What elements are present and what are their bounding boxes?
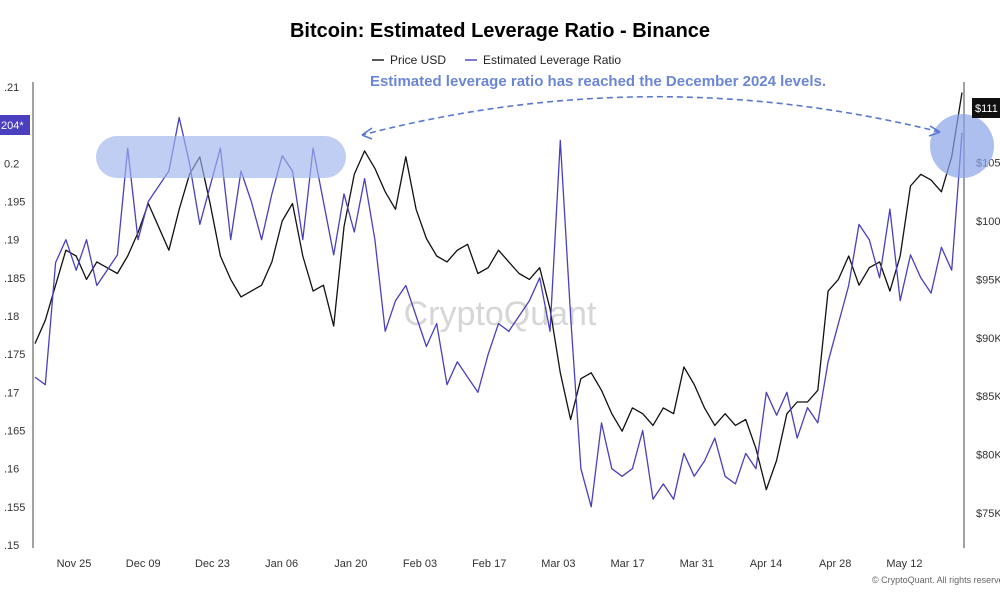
december-highlight-box: [96, 136, 346, 178]
annotation-arrowhead: [361, 127, 373, 140]
annotation: Estimated leverage ratio has reached the…: [361, 73, 941, 140]
left-current-badge: 204*: [0, 115, 30, 135]
x-tick-label: May 12: [886, 558, 922, 570]
x-tick-label: Dec 23: [195, 558, 230, 570]
left-tick-label: .17: [4, 387, 19, 399]
copyright: © CryptoQuant. All rights reserved: [872, 575, 1000, 585]
legend-label-price: Price USD: [390, 53, 446, 67]
right-tick-label: $80K: [976, 450, 1000, 462]
left-tick-label: .195: [4, 197, 25, 209]
left-tick-label: .16: [4, 464, 19, 476]
legend-label-leverage: Estimated Leverage Ratio: [483, 53, 621, 67]
x-tick-label: Apr 14: [750, 558, 782, 570]
left-tick-label: .21: [4, 82, 19, 94]
left-badge-bg: [0, 115, 30, 135]
watermark: CryptoQuant: [404, 295, 597, 333]
left-tick-label: .155: [4, 502, 25, 514]
x-tick-label: Mar 31: [680, 558, 714, 570]
right-tick-label: $90K: [976, 333, 1000, 345]
right-axis: $75K$80K$85K$90K$95K$100K$105K: [963, 82, 1000, 548]
right-current-badge: $111: [972, 98, 1000, 118]
right-tick-label: $75K: [976, 508, 1000, 520]
left-tick-label: .18: [4, 311, 19, 323]
right-tick-label: $85K: [976, 391, 1000, 403]
x-tick-label: Feb 03: [403, 558, 437, 570]
left-tick-label: .185: [4, 273, 25, 285]
current-highlight-circle: [930, 114, 994, 178]
left-tick-label: .175: [4, 349, 25, 361]
left-tick-label: 0.2: [4, 158, 19, 170]
x-tick-label: Jan 06: [265, 558, 298, 570]
x-tick-label: Jan 20: [334, 558, 367, 570]
left-tick-label: .19: [4, 235, 19, 247]
left-tick-label: .15: [4, 540, 19, 552]
right-badge-text: $111: [975, 103, 998, 115]
right-badge-bg: [972, 98, 1000, 118]
annotation-arrow: [361, 95, 941, 136]
x-tick-label: Nov 25: [57, 558, 92, 570]
left-tick-label: .165: [4, 426, 25, 438]
x-tick-label: Dec 09: [126, 558, 161, 570]
annotation-arrowhead-right: [928, 125, 941, 137]
right-tick-label: $100K: [976, 216, 1000, 228]
right-tick-label: $95K: [976, 274, 1000, 286]
x-axis: Nov 25 Dec 09 Dec 23 Jan 06 Jan 20 Feb 03 Feb …: [57, 558, 923, 570]
x-tick-label: Apr 28: [819, 558, 851, 570]
chart-title: Bitcoin: Estimated Leverage Ratio - Bina…: [290, 20, 710, 42]
left-badge-text: 204*: [1, 120, 24, 132]
highlight-regions: [96, 114, 994, 178]
x-tick-label: Feb 17: [472, 558, 506, 570]
x-tick-label: Mar 17: [610, 558, 644, 570]
legend: Price USD Estimated Leverage Ratio: [372, 53, 621, 67]
annotation-text: Estimated leverage ratio has reached the…: [370, 73, 826, 90]
left-axis: .15 .155 .16 .165 .17 .175 .18 .185 .19 .195 0.2 .2…: [4, 82, 34, 552]
x-tick-label: Mar 03: [541, 558, 575, 570]
